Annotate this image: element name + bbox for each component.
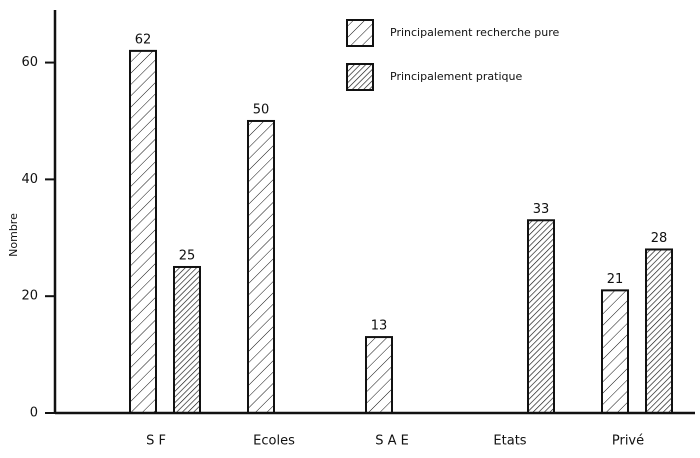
data-label: 21 [607, 272, 624, 287]
x-tick-label: Etats [493, 434, 526, 449]
data-label: 50 [253, 102, 270, 117]
data-label: 33 [533, 202, 550, 217]
legend-swatch [346, 19, 374, 47]
x-tick-label: S A E [375, 434, 409, 449]
bar [527, 219, 555, 414]
bar [129, 49, 157, 414]
bar [601, 289, 629, 415]
bar [173, 265, 201, 414]
legend-label: Principalement recherche pure [390, 26, 560, 39]
y-tick-label: 0 [30, 406, 38, 421]
legend-swatch [346, 63, 374, 91]
data-label: 25 [179, 248, 196, 263]
data-label: 28 [651, 231, 668, 246]
x-tick-label: Ecoles [253, 434, 295, 449]
data-label: 62 [135, 32, 152, 47]
bar [365, 336, 393, 414]
data-label: 13 [371, 319, 388, 334]
y-axis-label: Nombre [7, 213, 20, 257]
bar [247, 119, 275, 415]
x-tick-label: Privé [612, 434, 644, 449]
x-tick-label: S F [146, 434, 166, 449]
bar [645, 248, 673, 414]
y-tick-label: 20 [21, 289, 38, 304]
y-tick-label: 60 [21, 55, 38, 70]
y-tick-label: 40 [21, 172, 38, 187]
legend-label: Principalement pratique [390, 70, 522, 83]
